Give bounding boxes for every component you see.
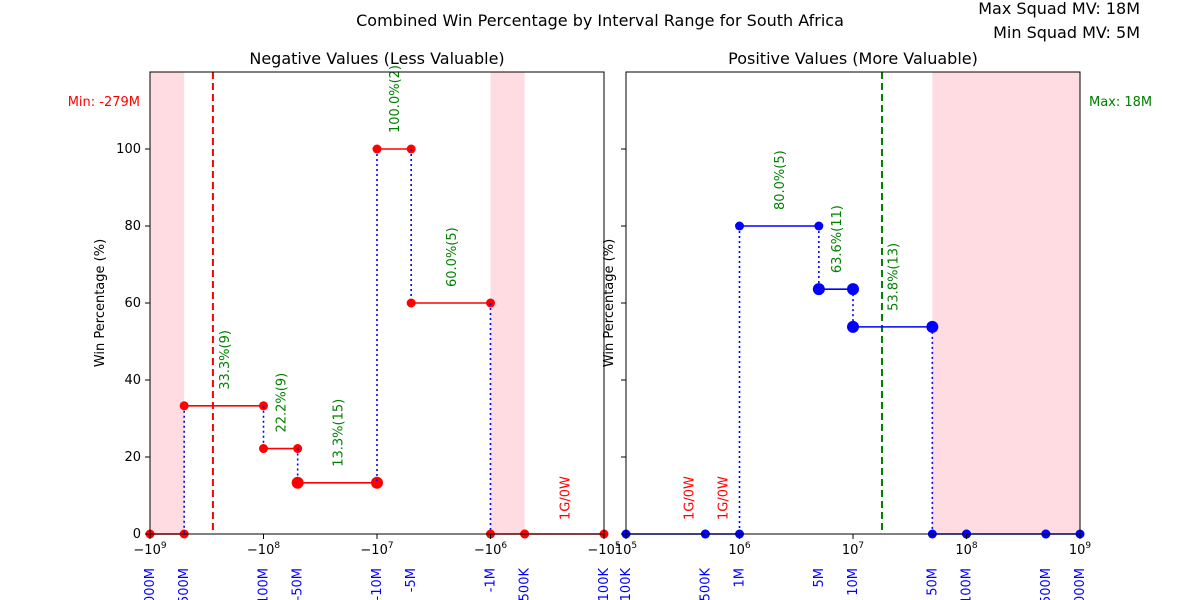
pos-point-start [735,221,744,231]
neg-y-tick-label: 40 [124,373,141,388]
pos-point-start [847,320,859,333]
neg-interval-tick-label: -100M [257,568,272,600]
neg-segment-label: 100.0%(2) [388,65,403,133]
pos-panel: Max: 18M 1G/0W 1G/0W 80.0%(5) 63.6%(11) 53.8%… [602,49,1152,600]
neg-segment-label: 13.3%(15) [331,399,346,467]
pos-point-start [812,283,825,296]
neg-interval-tick-label: -500K [518,568,533,600]
neg-point-start [259,444,268,454]
pos-interval-tick-label: 500M [1039,568,1054,600]
pos-segment-label: 1G/0W [682,476,697,520]
pos-x-tick-label: 109 [1069,541,1092,558]
neg-y-tick-label: 80 [124,219,141,234]
pos-x-tick-label: 106 [728,541,751,558]
pos-interval-tick-label: 1000M [1073,568,1088,600]
neg-point-start [291,476,304,489]
neg-point-end [371,476,383,489]
neg-y-axis-label: Win Percentage (%) [93,239,108,367]
neg-x-tick-label: −109 [133,541,166,558]
neg-y-tick-label: 100 [116,142,141,157]
pos-interval-tick-label: 500K [698,568,713,600]
pos-segment-label: 63.6%(11) [830,205,845,273]
pos-segment-label: 80.0%(5) [773,150,788,210]
neg-interval-tick-label: -100K [597,568,612,600]
pos-interval-tick-label: 100M [960,568,975,600]
neg-y-tick-label: 20 [124,450,141,465]
pos-shaded-range [1045,72,1080,534]
min-squad-mv-note: Min Squad MV: 5M [993,23,1140,42]
pos-shaded-range [932,72,967,534]
pos-interval-tick-label: 5M [812,568,827,588]
figure-title: Combined Win Percentage by Interval Rang… [356,11,844,30]
neg-interval-tick-label: -10M [370,568,385,600]
neg-shaded-range [150,72,185,534]
neg-interval-tick-label: -500M [177,568,192,600]
neg-segment-label: 33.3%(9) [218,330,233,390]
neg-point-start [372,144,382,154]
pos-interval-tick-label: 100K [619,568,634,600]
neg-point-start [179,401,189,411]
pos-panel-title: Positive Values (More Valuable) [728,49,978,68]
pos-x-tick-label: 107 [842,541,864,558]
neg-x-tick-label: −107 [360,541,393,558]
neg-interval-tick-label: -1000M [143,568,158,600]
neg-point-start [406,298,416,308]
neg-x-tick-label: −108 [247,541,280,558]
neg-y-tick-label: 0 [133,527,141,542]
neg-interval-tick-label: -50M [291,568,306,600]
neg-x-tick-label: −105 [587,541,620,558]
pos-segment-label: 1G/0W [717,476,732,520]
pos-reference-label: Max: 18M [1089,95,1152,110]
neg-segment-label: 60.0%(5) [445,227,460,287]
pos-y-axis-label: Win Percentage (%) [602,239,617,367]
neg-y-tick-label: 60 [124,296,141,311]
pos-shaded-range [966,72,1046,534]
max-squad-mv-note: Max Squad MV: 18M [978,0,1140,18]
neg-panel-title: Negative Values (Less Valuable) [249,49,504,68]
neg-interval-tick-label: -5M [404,568,419,592]
neg-panel: Min: -279M 33.3%(9) 22.2%(9) 13.3%(15) 100.0… [68,49,621,600]
neg-reference-label: Min: -279M [68,95,140,110]
pos-interval-tick-label: 10M [846,568,861,596]
panels: Min: -279M 33.3%(9) 22.2%(9) 13.3%(15) 100.0… [68,49,1152,600]
neg-shaded-range [490,72,525,534]
pos-segment-label: 53.8%(13) [887,243,902,311]
neg-segment-label: 22.2%(9) [275,373,290,433]
pos-interval-tick-label: 50M [925,568,940,596]
pos-x-tick-label: 108 [955,541,978,558]
pos-interval-tick-label: 1M [733,568,748,588]
neg-interval-tick-label: -1M [484,568,499,592]
pos-x-tick-label: 105 [615,541,637,558]
neg-segment-label: 1G/0W [558,476,573,520]
neg-x-tick-label: −106 [474,541,507,558]
